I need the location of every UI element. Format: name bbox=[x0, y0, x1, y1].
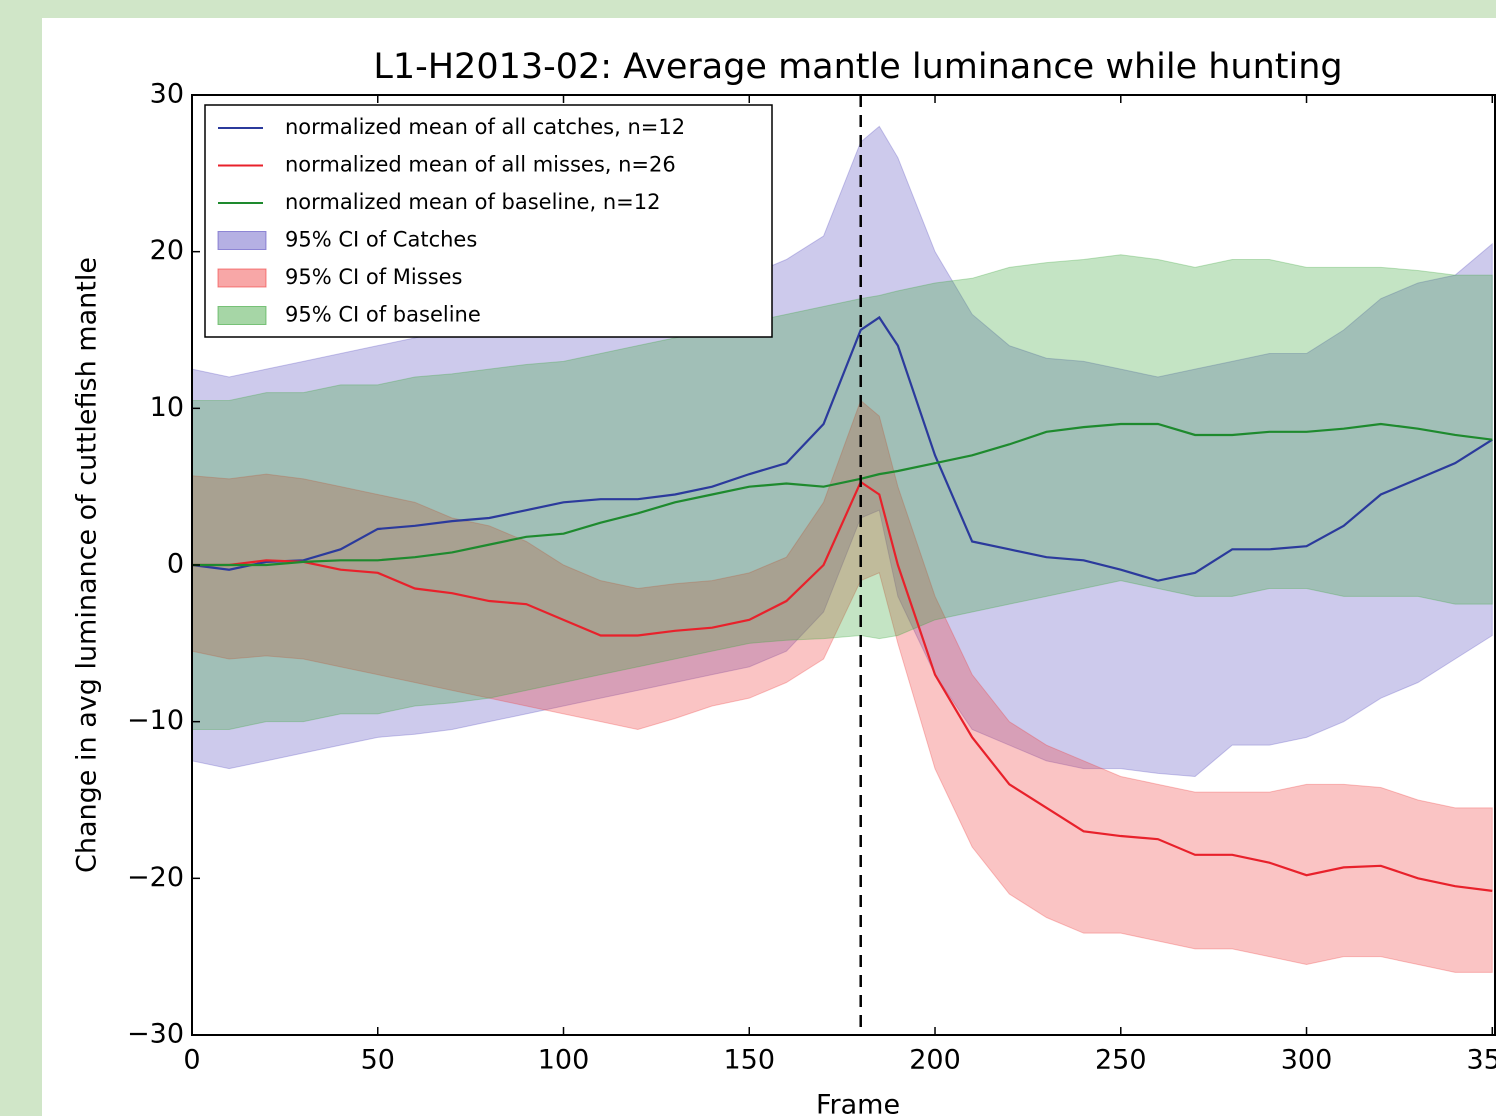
ci-band bbox=[191, 399, 1493, 973]
legend-label: 95% CI of Misses bbox=[285, 265, 463, 289]
y-axis-label: Change in avg luminance of cuttlefish ma… bbox=[72, 257, 103, 873]
y-tick-label: 30 bbox=[150, 79, 184, 110]
chart-title: L1-H2013-02: Average mantle luminance wh… bbox=[373, 47, 1342, 87]
x-tick-label: 350 bbox=[1467, 1045, 1496, 1076]
y-tick-label: 0 bbox=[167, 549, 184, 580]
mean-line bbox=[191, 315, 1493, 582]
y-tick-label: 10 bbox=[150, 392, 184, 423]
x-tick-label: 200 bbox=[909, 1045, 961, 1076]
legend-label: normalized mean of baseline, n=12 bbox=[285, 190, 660, 214]
x-axis-label: Frame bbox=[816, 1090, 900, 1116]
y-tick-label: −20 bbox=[127, 862, 184, 893]
legend-patch bbox=[217, 231, 267, 250]
legend-label: 95% CI of Catches bbox=[285, 228, 477, 252]
legend-label: normalized mean of all catches, n=12 bbox=[285, 115, 685, 139]
legend-label: normalized mean of all misses, n=26 bbox=[285, 153, 676, 177]
y-tick-label: 20 bbox=[150, 235, 184, 266]
x-tick-label: 300 bbox=[1281, 1045, 1333, 1076]
legend-patch bbox=[217, 306, 267, 325]
legend-patch bbox=[217, 268, 267, 288]
x-tick-label: 0 bbox=[183, 1045, 200, 1076]
x-tick-label: 50 bbox=[361, 1045, 395, 1076]
x-tick-label: 100 bbox=[538, 1045, 590, 1076]
ci-band bbox=[191, 254, 1493, 730]
y-tick-label: −10 bbox=[127, 705, 184, 736]
x-tick-label: 150 bbox=[723, 1045, 775, 1076]
legend-label: 95% CI of baseline bbox=[285, 303, 481, 327]
y-tick-label: −30 bbox=[127, 1019, 184, 1050]
legend-box bbox=[204, 104, 773, 338]
x-tick-label: 250 bbox=[1095, 1045, 1147, 1076]
